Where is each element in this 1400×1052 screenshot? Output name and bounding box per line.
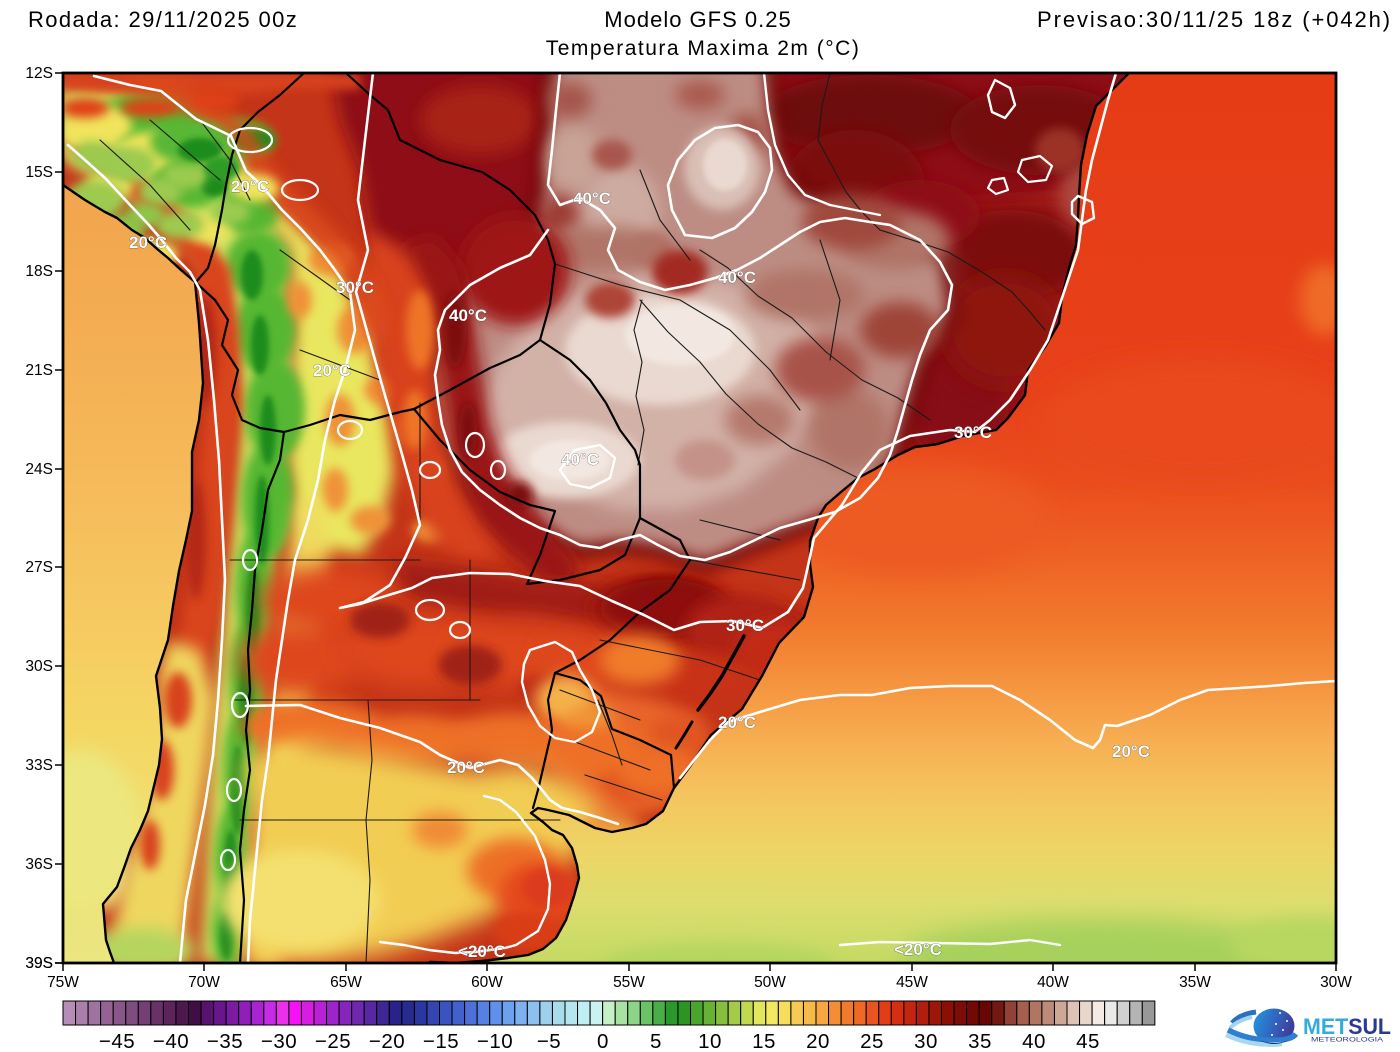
svg-text:20°C: 20°C [231,177,269,196]
svg-text:40°C: 40°C [561,450,599,469]
svg-text:20°C: 20°C [447,758,485,777]
svg-text:33S: 33S [25,757,53,774]
svg-text:0: 0 [597,1030,609,1052]
svg-text:20: 20 [806,1030,830,1052]
svg-text:−30: −30 [261,1030,297,1052]
svg-text:−45: −45 [99,1030,135,1052]
svg-text:Rodada: 29/11/2025 00z: Rodada: 29/11/2025 00z [28,7,298,32]
svg-text:Temperatura Maxima 2m (°C): Temperatura Maxima 2m (°C) [546,37,861,60]
svg-text:70W: 70W [188,974,220,991]
svg-text:27S: 27S [25,559,53,576]
svg-text:45: 45 [1076,1030,1100,1052]
svg-text:36S: 36S [25,856,53,873]
svg-text:<20°C: <20°C [458,942,506,961]
svg-text:20°C: 20°C [718,713,756,732]
svg-text:30°C: 30°C [336,278,374,297]
svg-text:40°C: 40°C [718,268,756,287]
svg-text:40°C: 40°C [573,189,611,208]
svg-text:30W: 30W [1320,974,1352,991]
svg-text:45W: 45W [896,974,928,991]
svg-text:30S: 30S [25,658,53,675]
svg-text:<20°C: <20°C [894,940,942,959]
svg-text:−5: −5 [537,1030,561,1052]
svg-text:METEOROLOGIA: METEOROLOGIA [1311,1037,1384,1044]
svg-text:50W: 50W [754,974,786,991]
svg-text:20°C: 20°C [1112,742,1150,761]
svg-text:21S: 21S [25,362,53,379]
svg-text:25: 25 [860,1030,884,1052]
svg-text:65W: 65W [330,974,362,991]
svg-text:30°C: 30°C [954,423,992,442]
svg-text:40°C: 40°C [449,306,487,325]
svg-text:−10: −10 [477,1030,513,1052]
svg-text:30°C: 30°C [726,616,764,635]
svg-text:−20: −20 [369,1030,405,1052]
svg-text:30: 30 [914,1030,938,1052]
svg-text:60W: 60W [471,974,503,991]
svg-text:−25: −25 [315,1030,351,1052]
svg-text:5: 5 [650,1030,662,1052]
svg-text:12S: 12S [25,65,53,82]
svg-text:15: 15 [752,1030,776,1052]
svg-text:40W: 40W [1037,974,1069,991]
svg-text:10: 10 [698,1030,722,1052]
svg-text:24S: 24S [25,461,53,478]
svg-text:18S: 18S [25,263,53,280]
svg-text:20°C: 20°C [129,233,167,252]
svg-text:55W: 55W [613,974,645,991]
svg-text:39S: 39S [25,955,53,972]
svg-text:−35: −35 [207,1030,243,1052]
svg-text:75W: 75W [47,974,79,991]
svg-text:40: 40 [1022,1030,1046,1052]
svg-text:METSUL: METSUL [1303,1014,1391,1039]
svg-text:20°C: 20°C [313,361,351,380]
svg-text:35: 35 [968,1030,992,1052]
svg-text:15S: 15S [25,164,53,181]
svg-text:−15: −15 [423,1030,459,1052]
svg-text:39S: 39S [25,955,53,972]
svg-text:35W: 35W [1179,974,1211,991]
svg-text:Modelo GFS 0.25: Modelo GFS 0.25 [604,7,791,32]
svg-text:−40: −40 [153,1030,189,1052]
svg-text:Previsao:30/11/25 18z (+042h): Previsao:30/11/25 18z (+042h) [1037,7,1392,32]
